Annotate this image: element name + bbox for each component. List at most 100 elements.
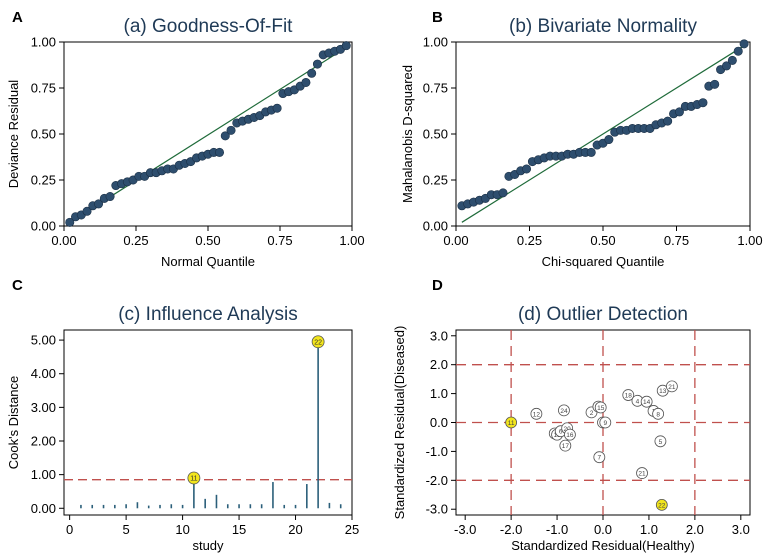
y-tick-label: 5.00 [31,333,56,348]
x-tick-label: -2.0 [500,522,522,537]
data-point [727,55,737,65]
data-point [226,125,236,135]
data-point [301,77,311,87]
residual-point [655,498,668,511]
data-point [215,147,225,157]
chart-title: (d) Outlier Detection [518,304,688,325]
residual-point [666,380,678,393]
point-label: 22 [658,502,666,509]
y-tick-label: 0.00 [423,219,448,234]
chart-title: (c) Influence Analysis [118,304,298,325]
fit-line [461,45,745,223]
residual-point [530,407,543,420]
panel-b: B (b) Bivariate Normality 0.00 0.25 0.50 0.75… [400,9,763,269]
y-tick-label: 0.25 [423,173,448,188]
x-tick-label: 2.0 [686,522,704,537]
x-tick-label: 0.00 [443,233,468,248]
y-tick-label: 1.00 [31,35,56,50]
x-tick-label: 1.00 [339,233,364,248]
x-axis-label: Chi-squared Quantile [542,254,665,269]
x-tick-label: 0.0 [594,522,612,537]
x-tick-label: 0.50 [195,233,220,248]
point-label: 2 [590,410,594,417]
point-label: 4 [636,398,640,405]
point-label: 6 [559,429,563,436]
panel-a: A (a) Goodness-Of-Fit 0.00 0.25 0.50 0.75 1.00… [6,9,365,269]
x-tick-label: 0.75 [664,233,689,248]
y-tick-label: 4.00 [31,366,56,381]
point-label: 20 [564,426,572,433]
x-tick-label: 25 [345,522,359,537]
residual-point [594,401,607,414]
chart-title: (b) Bivariate Normality [509,16,697,37]
data-point [94,199,104,209]
highlight-marker [311,335,325,349]
x-tick-label: 0.75 [267,233,292,248]
y-tick-label: 0.75 [423,81,448,96]
x-tick-label: 1.00 [737,233,762,248]
x-tick-label: 5 [123,522,130,537]
panel-label: D [432,277,443,294]
data-point [586,147,596,157]
highlight-label: 22 [314,339,322,346]
data-point [663,116,673,126]
data-point [721,61,731,71]
y-tick-label: 0.50 [423,127,448,142]
y-axis-label: Deviance Residual [6,80,21,189]
x-tick-label: 1.0 [640,522,658,537]
data-point [272,103,282,113]
data-point [733,46,743,56]
data-point [105,192,115,202]
chart-title: (a) Goodness-Of-Fit [124,16,294,37]
x-tick-label: 10 [175,522,189,537]
data-point [739,39,749,49]
data-point [604,135,614,145]
panel-d: D (d) Outlier Detection -3.0 -2.0 -1.0 0.0 1.0… [392,277,751,553]
y-tick-label: 3.0 [430,328,448,343]
data-point [498,188,508,198]
residual-point [636,467,648,479]
residual-point [599,416,612,429]
highlight-label: 11 [190,476,197,483]
x-tick-label: 3.0 [732,522,750,537]
residual-point [559,439,572,452]
point-label: 21 [668,384,676,391]
x-axis-label: Standardized Residual(Healthy) [511,538,695,553]
y-tick-label: 1.00 [31,467,56,482]
data-point [82,206,92,216]
panel-c: C (c) Influence Analysis 0 5 10 15 20 25 0.00 1.0… [6,277,359,553]
y-tick-label: 0.75 [31,81,56,96]
panel-label: B [432,9,443,26]
point-label: 17 [562,443,570,450]
y-tick-label: 3.00 [31,400,56,415]
x-axis-label: study [192,538,224,553]
x-tick-label: 15 [232,522,246,537]
residual-point [654,435,667,448]
point-label: 24 [560,408,568,415]
x-tick-label: 0.25 [123,233,148,248]
y-tick-label: 0.00 [31,501,56,516]
point-label: 14 [643,399,651,406]
x-tick-label: 0.25 [517,233,542,248]
panel-label: A [12,9,23,26]
y-tick-label: 0.0 [430,415,448,430]
plot-area [63,329,353,516]
point-label: 18 [625,393,633,400]
point-label: 15 [597,405,605,412]
data-point [522,164,532,174]
data-point [65,217,75,227]
x-tick-label: -3.0 [454,522,476,537]
y-axis-label: Cook's Distance [6,376,21,470]
residual-point [640,395,653,408]
point-label: 16 [566,432,574,439]
point-label: 12 [533,411,541,418]
highlight-marker [187,471,201,485]
y-tick-label: -3.0 [426,502,448,517]
y-tick-label: 0.00 [31,219,56,234]
point-label: 8 [656,411,660,418]
y-tick-label: 0.50 [31,127,56,142]
residual-point [558,404,570,417]
y-tick-label: -2.0 [426,473,448,488]
y-tick-label: 1.0 [430,386,448,401]
